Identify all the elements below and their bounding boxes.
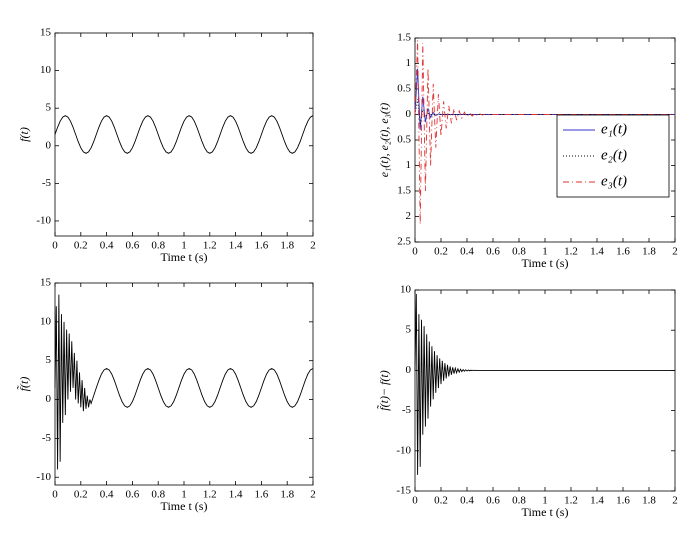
x-tick-label: 2 [310, 240, 316, 252]
x-tick-label: 1.4 [590, 246, 604, 258]
y-tick-label: 10 [40, 315, 52, 327]
subplot: 0 0.2 0.4 0.6 0.8 1 1.2 1.4 1.6 1.8 2 -15 -10 -5 0 5 10 T… [376, 284, 678, 519]
y-tick-label: 5 [46, 102, 52, 114]
x-tick-label: 1.6 [616, 495, 630, 507]
x-tick-label: 0.4 [100, 240, 114, 252]
y-tick-label: 0.5 [397, 134, 411, 146]
x-tick-label: 1.6 [255, 240, 269, 252]
x-tick-label: 0 [412, 246, 418, 258]
x-tick-label: 1.8 [280, 240, 294, 252]
subplot: 0 0.2 0.4 0.6 0.8 1 1.2 1.4 1.6 1.8 2 -10 -5 0 5 10 15 Ti… [17, 27, 316, 264]
x-tick-label: 1 [181, 489, 187, 501]
x-tick-label: 0.8 [151, 240, 165, 252]
plot-area [414, 289, 676, 492]
y-tick-label: 2.5 [397, 236, 411, 248]
x-tick-label: 1.4 [229, 240, 243, 252]
x-tick-label: 1.8 [280, 489, 294, 501]
x-tick-label: 0 [52, 489, 58, 501]
y-tick-label: 0 [406, 364, 412, 376]
x-axis-label: Time t (s) [522, 505, 569, 519]
y-tick-label: 0 [46, 139, 52, 151]
y-tick-label: 0 [46, 393, 52, 405]
x-tick-label: 0.2 [74, 240, 88, 252]
y-tick-label: -10 [396, 444, 411, 456]
x-tick-label: 0.4 [460, 495, 474, 507]
x-tick-label: 0.4 [460, 246, 474, 258]
y-tick-label: 5 [46, 354, 52, 366]
x-tick-label: 0.2 [74, 489, 88, 501]
y-tick-label: -10 [36, 214, 51, 226]
x-axis-label: Time t (s) [522, 256, 569, 270]
x-tick-label: 0.6 [126, 240, 140, 252]
y-axis-label: e₁(t), e₂(t), e₃(t) [377, 103, 391, 177]
x-tick-label: 0 [412, 495, 418, 507]
y-tick-label: -15 [396, 485, 411, 497]
y-tick-label: 15 [40, 27, 52, 39]
x-tick-label: 0.8 [512, 495, 526, 507]
plot-area [54, 32, 314, 237]
x-axis-label: Time t (s) [161, 499, 208, 513]
subplot: 0 0.2 0.4 0.6 0.8 1 1.2 1.4 1.6 1.8 2 2.5 2 1.5 1 0.5 0 0… [377, 32, 678, 270]
y-tick-label: 15 [40, 277, 52, 289]
x-tick-label: 2 [672, 246, 678, 258]
x-tick-label: 0.6 [126, 489, 140, 501]
subplot: 0 0.2 0.4 0.6 0.8 1 1.2 1.4 1.6 1.8 2 -10 -5 0 5 10 15 Ti… [16, 277, 316, 513]
y-tick-label: 0.5 [397, 83, 411, 95]
y-tick-label: -5 [42, 177, 52, 189]
y-axis-label: f̃(t) [16, 377, 31, 392]
legend-label: e₁(t) [601, 121, 627, 137]
y-tick-label: 10 [40, 64, 52, 76]
x-tick-label: 1.2 [203, 489, 217, 501]
series-line [54, 115, 314, 154]
x-tick-label: 2 [310, 489, 316, 501]
x-tick-label: 0.6 [486, 246, 500, 258]
x-tick-label: 1.4 [229, 489, 243, 501]
plot-area [54, 282, 314, 486]
x-tick-label: 0 [52, 240, 58, 252]
x-tick-label: 1.8 [642, 495, 656, 507]
y-axis-label: f(t) [17, 127, 31, 142]
y-axis-label: f̃(t)− f(t) [376, 370, 391, 410]
legend-label: e₃(t) [601, 173, 627, 189]
x-tick-label: 1.8 [642, 246, 656, 258]
y-tick-label: -10 [36, 471, 51, 483]
x-tick-label: 2 [672, 495, 678, 507]
y-tick-label: 2 [406, 210, 412, 222]
x-tick-label: 1.2 [564, 246, 578, 258]
x-tick-label: 1.2 [564, 495, 578, 507]
y-tick-label: 1.5 [397, 185, 411, 197]
x-tick-label: 1.4 [590, 495, 604, 507]
x-tick-label: 1 [542, 246, 548, 258]
legend-label: e₂(t) [601, 147, 627, 163]
x-tick-label: 0.8 [512, 246, 526, 258]
x-tick-label: 0.2 [434, 495, 448, 507]
y-tick-label: -5 [42, 432, 52, 444]
x-tick-label: 0.6 [486, 495, 500, 507]
y-tick-label: 1.5 [397, 32, 411, 44]
x-tick-label: 1.6 [255, 489, 269, 501]
y-tick-label: 10 [400, 284, 412, 296]
x-tick-label: 0.4 [100, 489, 114, 501]
x-tick-label: 1 [542, 495, 548, 507]
y-tick-label: 1 [406, 57, 412, 69]
series-line [54, 294, 314, 470]
x-tick-label: 0.2 [434, 246, 448, 258]
y-tick-label: 5 [406, 324, 412, 336]
y-tick-label: 1 [406, 159, 412, 171]
y-tick-label: 0 [406, 108, 412, 120]
series-line [414, 294, 675, 475]
x-tick-label: 1 [181, 240, 187, 252]
x-tick-label: 1.6 [616, 246, 630, 258]
x-tick-label: 0.8 [151, 489, 165, 501]
x-axis-label: Time t (s) [161, 250, 208, 264]
series-line [414, 40, 675, 225]
x-tick-label: 1.2 [203, 240, 217, 252]
y-tick-label: -5 [402, 404, 412, 416]
